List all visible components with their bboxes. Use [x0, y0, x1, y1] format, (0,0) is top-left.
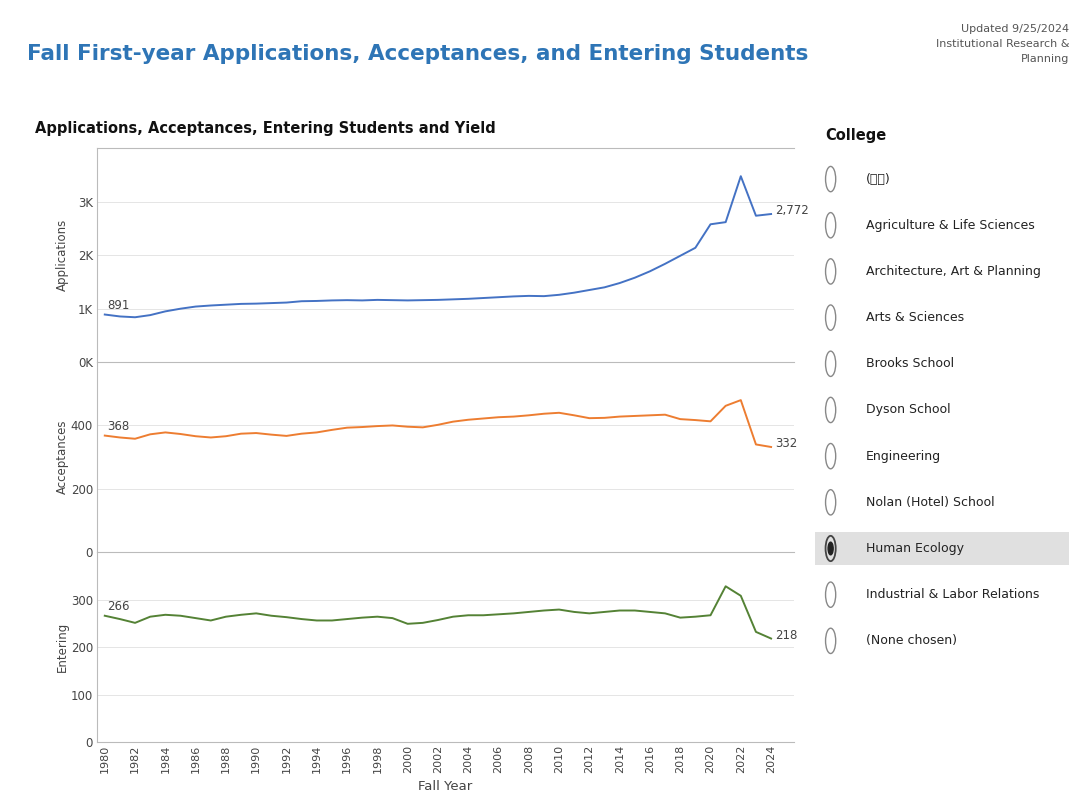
Text: 218: 218 — [775, 629, 798, 642]
Text: Applications: Applications — [55, 219, 69, 291]
Text: Entering: Entering — [55, 622, 69, 672]
Text: 266: 266 — [108, 600, 130, 613]
Text: Arts & Sciences: Arts & Sciences — [866, 311, 964, 324]
Text: Dyson School: Dyson School — [866, 403, 950, 417]
Text: Applications, Acceptances, Entering Students and Yield: Applications, Acceptances, Entering Stud… — [35, 122, 496, 136]
Text: College: College — [825, 128, 887, 144]
Text: (None chosen): (None chosen) — [866, 634, 957, 647]
FancyBboxPatch shape — [815, 532, 1069, 565]
Text: Architecture, Art & Planning: Architecture, Art & Planning — [866, 265, 1041, 278]
Text: Acceptances: Acceptances — [55, 420, 69, 495]
Text: (全部): (全部) — [866, 173, 891, 186]
Text: 891: 891 — [108, 299, 130, 312]
X-axis label: Fall Year: Fall Year — [418, 780, 473, 793]
Text: Brooks School: Brooks School — [866, 358, 955, 371]
Text: 2,772: 2,772 — [775, 204, 809, 217]
Text: Fall First-year Applications, Acceptances, and Entering Students: Fall First-year Applications, Acceptance… — [27, 44, 808, 63]
Text: Updated 9/25/2024
Institutional Research &
Planning: Updated 9/25/2024 Institutional Research… — [935, 24, 1069, 64]
Text: Agriculture & Life Sciences: Agriculture & Life Sciences — [866, 219, 1035, 232]
Text: Industrial & Labor Relations: Industrial & Labor Relations — [866, 588, 1040, 601]
Text: Engineering: Engineering — [866, 449, 942, 462]
Text: 332: 332 — [775, 437, 797, 450]
Text: Nolan (Hotel) School: Nolan (Hotel) School — [866, 496, 995, 508]
Text: 368: 368 — [108, 420, 130, 433]
Text: Human Ecology: Human Ecology — [866, 542, 964, 555]
Circle shape — [828, 543, 833, 555]
